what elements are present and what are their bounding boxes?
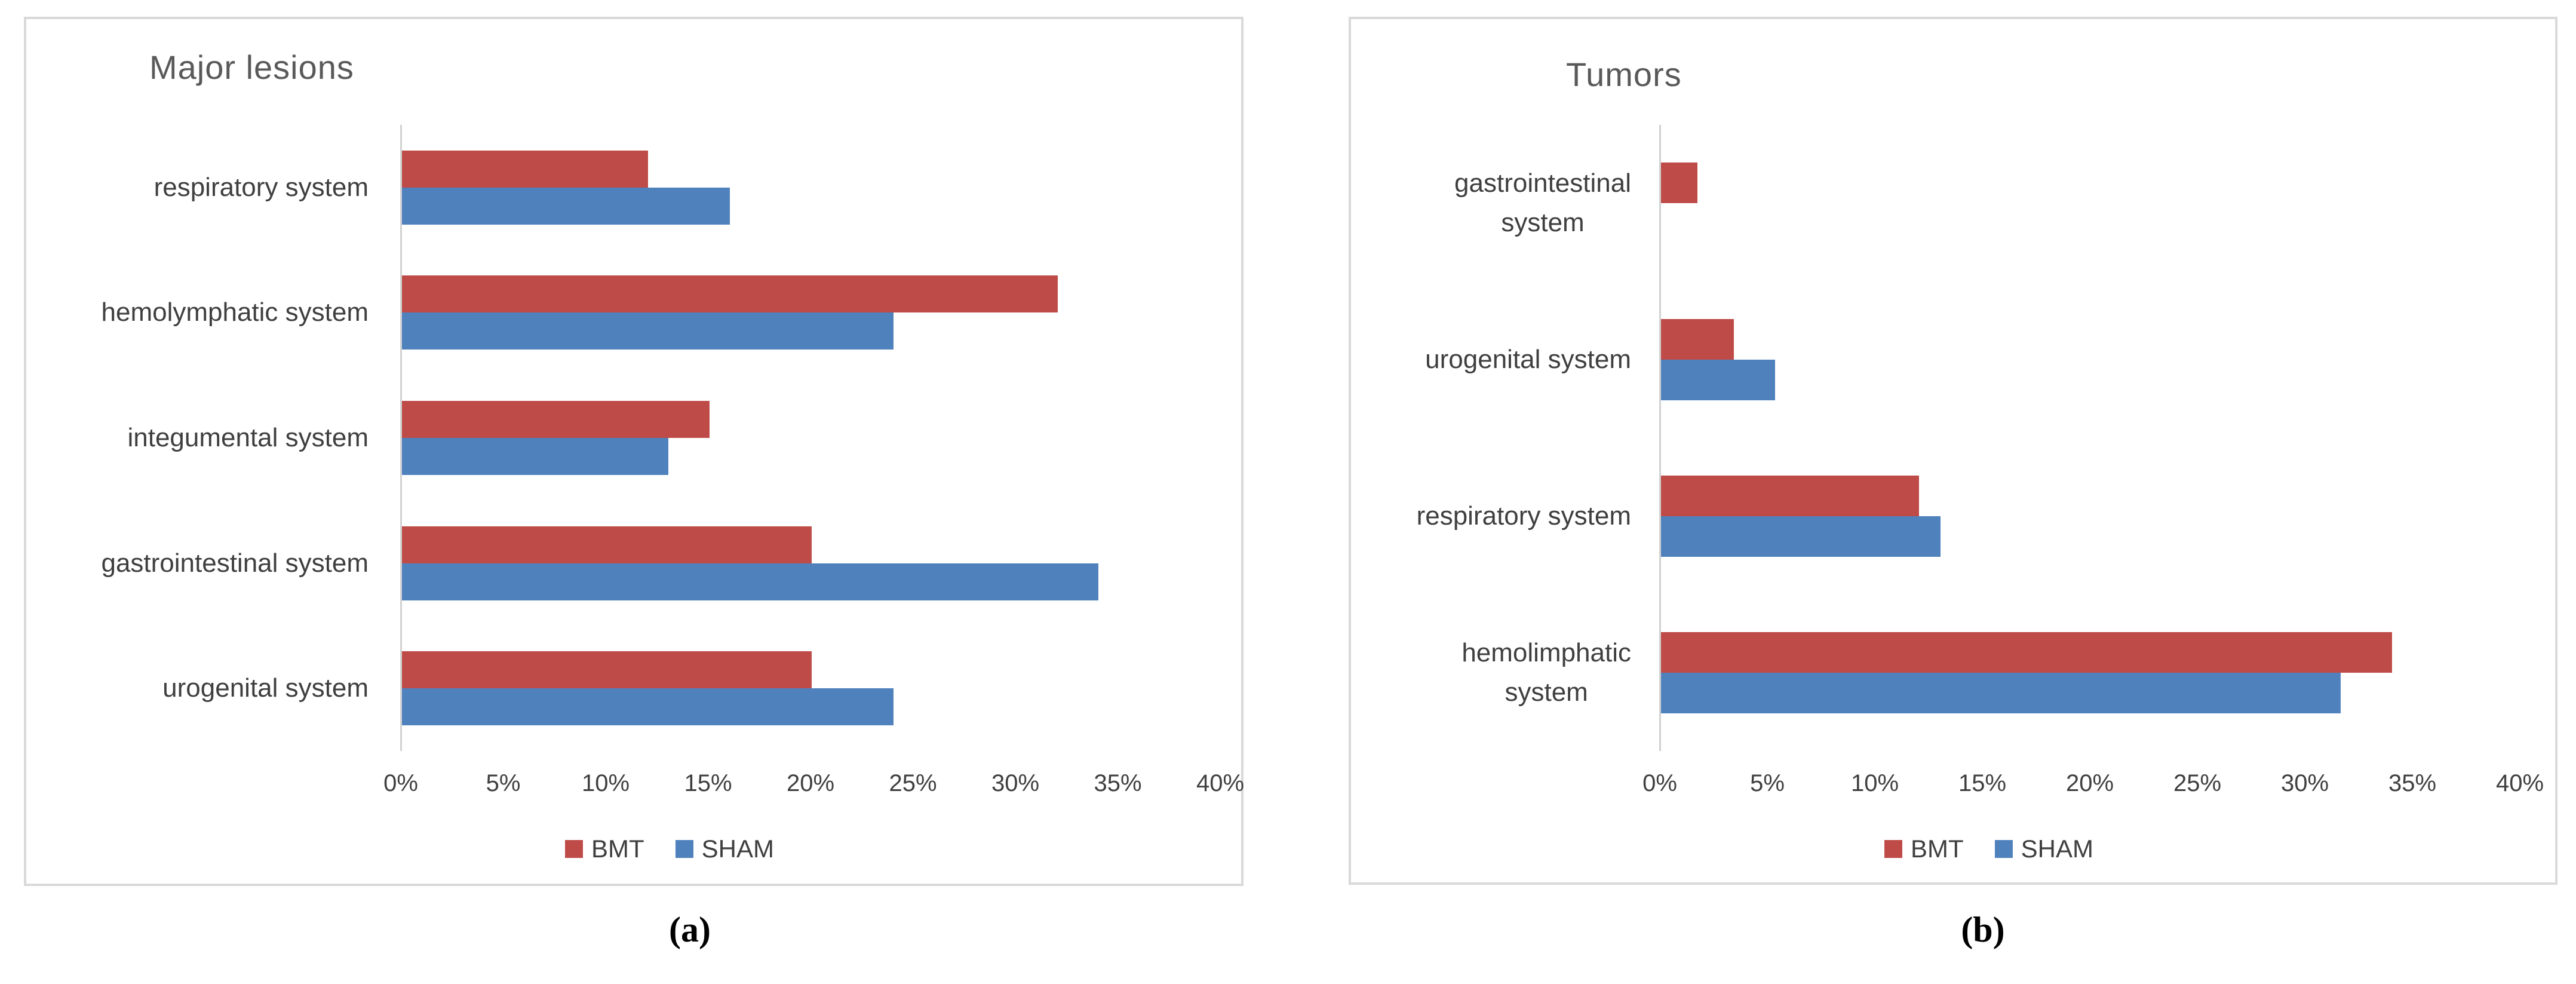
chart-title: Tumors	[1566, 56, 1682, 93]
bar-bmt-respiratory-system	[1661, 476, 1919, 516]
x-tick-label-30: 30%	[991, 770, 1040, 796]
category-label-integumental-system: integumental system	[127, 418, 369, 458]
category-label-line: integumental system	[127, 423, 369, 452]
bar-sham-urogenital-system	[402, 688, 894, 726]
legend-item-bmt: BMT	[1884, 835, 1964, 863]
category-label-line: hemolimphatic	[1462, 638, 1631, 667]
category-label-line: hemolymphatic system	[101, 298, 369, 327]
legend-swatch-bmt-icon	[564, 840, 583, 858]
category-axis-line	[1659, 125, 1661, 751]
legend: BMT SHAM	[62, 835, 1277, 863]
category-label-line: urogenital system	[1425, 345, 1631, 374]
bar-sham-hemolymphatic-system	[402, 312, 894, 350]
x-tick-label-10: 10%	[1850, 770, 1899, 796]
category-label-line: system	[1501, 208, 1585, 237]
category-label-urogenital-system: urogenital system	[1425, 340, 1631, 379]
bar-bmt-hemolimphatic-system	[1661, 632, 2392, 673]
category-label-line: urogenital system	[162, 673, 369, 703]
bar-bmt-integumental-system	[402, 401, 710, 438]
x-tick-label-15: 15%	[684, 770, 732, 796]
category-label-urogenital-system: urogenital system	[162, 669, 369, 708]
category-label-line: gastrointestinal system	[101, 548, 369, 578]
plot-area: respiratory system hemolymphatic system in…	[101, 125, 1244, 796]
x-tick-label-5: 5%	[486, 770, 521, 796]
bar-bmt-hemolymphatic-system	[402, 275, 1058, 313]
x-tick-label-5: 5%	[1750, 770, 1785, 796]
category-label-respiratory-system: respiratory system	[154, 168, 369, 207]
x-tick-label-35: 35%	[2388, 770, 2437, 796]
x-tick-label-25: 25%	[2173, 770, 2222, 796]
chart-title: Major lesions	[149, 48, 354, 86]
category-label-line: system	[1505, 678, 1588, 707]
bar-bmt-gastrointestinal-system	[402, 526, 812, 563]
bar-sham-integumental-system	[402, 438, 668, 475]
bar-bmt-urogenital-system	[402, 651, 812, 689]
bar-bmt-urogenital-system	[1661, 319, 1734, 360]
legend-swatch-sham-icon	[1994, 840, 2013, 858]
legend-swatch-bmt-icon	[1884, 840, 1902, 858]
category-axis-line	[400, 125, 402, 751]
category-label-gastrointestinal-system: gastrointestinal system	[1454, 164, 1631, 243]
x-tick-label-20: 20%	[786, 770, 835, 796]
legend-swatch-sham-icon	[675, 840, 693, 858]
bar-sham-respiratory-system	[402, 187, 730, 225]
bar-bmt-gastrointestinal-system	[1661, 163, 1698, 203]
caption-b: (b)	[1961, 910, 2005, 949]
caption-a: (a)	[669, 910, 711, 949]
bar-sham-respiratory-system	[1661, 516, 1941, 557]
x-tick-label-20: 20%	[2065, 770, 2114, 796]
bar-sham-gastrointestinal-system	[402, 563, 1099, 600]
x-tick-label-40: 40%	[1196, 770, 1245, 796]
category-label-hemolimphatic-system: hemolimphatic system	[1462, 633, 1631, 712]
category-label-respiratory-system: respiratory system	[1417, 496, 1631, 536]
x-tick-label-10: 10%	[581, 770, 630, 796]
category-label-gastrointestinal-system: gastrointestinal system	[101, 544, 369, 583]
chart-panel-a: Major lesions respiratory system hemolymp…	[24, 17, 1244, 886]
legend-item-sham: SHAM	[675, 835, 774, 863]
x-tick-label-0: 0%	[1642, 770, 1677, 796]
legend-label-bmt: BMT	[1910, 835, 1964, 863]
chart-panel-b: Tumors gastrointestinal system urogenital …	[1349, 17, 2557, 885]
bar-bmt-respiratory-system	[402, 150, 648, 188]
x-tick-label-0: 0%	[383, 770, 418, 796]
x-tick-label-25: 25%	[889, 770, 937, 796]
legend-item-bmt: BMT	[564, 835, 644, 863]
category-label-line: respiratory system	[1416, 501, 1631, 531]
category-label-line: respiratory system	[153, 172, 369, 202]
plot-area: gastrointestinal system urogenital system r…	[1417, 125, 2544, 796]
x-tick-label-40: 40%	[2495, 770, 2544, 796]
legend-label-sham: SHAM	[2021, 835, 2093, 863]
legend: BMT SHAM	[1387, 835, 2576, 863]
category-label-line: gastrointestinal	[1454, 168, 1631, 198]
x-tick-label-35: 35%	[1094, 770, 1142, 796]
x-tick-label-30: 30%	[2280, 770, 2329, 796]
legend-item-sham: SHAM	[1994, 835, 2093, 863]
category-label-hemolymphatic-system: hemolymphatic system	[102, 293, 369, 332]
bar-sham-urogenital-system	[1661, 360, 1775, 400]
legend-label-bmt: BMT	[591, 835, 644, 863]
legend-label-sham: SHAM	[701, 835, 774, 863]
x-tick-label-15: 15%	[1958, 770, 2007, 796]
bar-sham-hemolimphatic-system	[1661, 673, 2341, 713]
